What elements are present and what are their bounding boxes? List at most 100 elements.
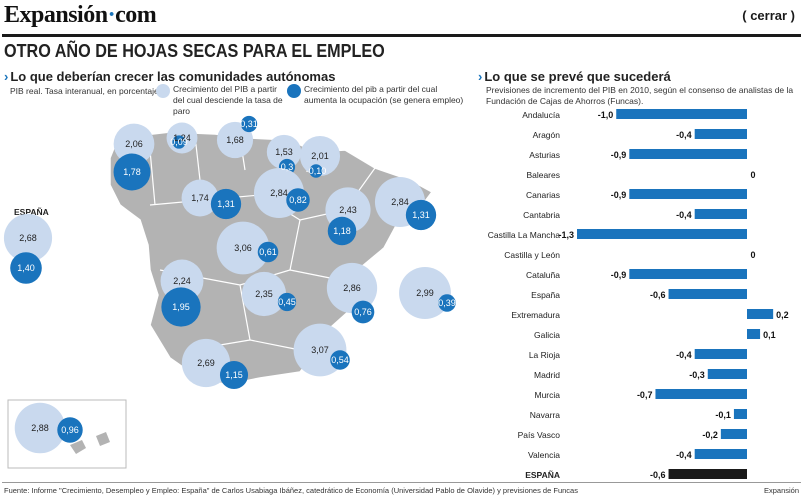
- forecast-bar-chart: Andalucía -1,0 Aragón -0,4 Asturias -0,9 Balea…: [488, 109, 789, 480]
- bubble-light-label: 2,69: [197, 358, 215, 368]
- bubble-dark: [286, 188, 310, 212]
- bar-category-label: Navarra: [530, 410, 561, 420]
- bubble-dark: [405, 199, 437, 231]
- arrow-right-icon: ›: [4, 69, 9, 84]
- bar-category-label: Cantabria: [523, 210, 560, 220]
- bar: [747, 309, 774, 319]
- legend-dark-label: Crecimiento del pib a partir del cual au…: [304, 84, 464, 105]
- bubble-dark-label: 0,09: [170, 137, 188, 147]
- bar: [655, 389, 747, 399]
- bubble-light-label: 2,88: [31, 423, 49, 433]
- bubble-light-label: 2,06: [125, 139, 143, 149]
- bar-value-label: 0: [750, 250, 755, 260]
- bubble-light: [299, 135, 341, 177]
- bubble-dark: [161, 287, 201, 327]
- bar-value-label: -0,1: [715, 410, 731, 420]
- bubble-dark: [240, 115, 258, 133]
- bar-category-label: España: [531, 290, 560, 300]
- bubble-dark-label: -0,10: [306, 166, 327, 176]
- bar: [629, 149, 747, 159]
- bubble-light-label: 2,84: [391, 197, 409, 207]
- bar-category-label: Castilla La Mancha: [488, 230, 561, 240]
- bubble-dark: [57, 417, 83, 443]
- bubble-dark-label: 1,31: [217, 199, 235, 209]
- bar-value-label: -0,9: [611, 150, 627, 160]
- expansion-logo[interactable]: Expansión·com: [4, 2, 157, 28]
- bubble-light-label: 2,84: [270, 188, 288, 198]
- right-section-title: › Lo que se prevé que sucederá: [478, 69, 671, 84]
- bubble-light-label: 2,43: [339, 205, 357, 215]
- bar-value-label: -0,4: [676, 450, 692, 460]
- close-button[interactable]: ( cerrar ): [742, 8, 795, 23]
- bar-value-label: -0,4: [676, 130, 692, 140]
- bar-category-label: Murcia: [534, 390, 560, 400]
- bubble-dark: [172, 135, 186, 149]
- bar-category-label: La Rioja: [529, 350, 560, 360]
- bar: [720, 429, 747, 439]
- bubble-dark-label: 0,3: [281, 162, 294, 172]
- bar-value-label: -1,3: [558, 230, 574, 240]
- bar: [668, 469, 747, 479]
- bubble-dark-label: 0,96: [61, 425, 79, 435]
- bar-category-label: Canarias: [526, 190, 560, 200]
- right-section-subtitle: Previsiones de incremento del PIB en 201…: [486, 85, 794, 106]
- bubble-dark: [10, 252, 42, 284]
- espana-label: ESPAÑA: [14, 207, 49, 217]
- bubble-light: [181, 179, 219, 217]
- bubble-light: [3, 213, 53, 263]
- bar: [694, 129, 747, 139]
- arrow-right-icon: ›: [478, 69, 483, 84]
- bubble-light-label: 1,74: [191, 193, 209, 203]
- bar-category-label: Extremadura: [511, 310, 560, 320]
- footer-divider: [2, 482, 801, 483]
- bar-value-label: -0,3: [689, 370, 705, 380]
- bar-category-label: Cataluña: [526, 270, 560, 280]
- bubble-light: [216, 121, 254, 159]
- logo-main: Expansión: [4, 2, 108, 28]
- bubble-dark: [113, 153, 151, 191]
- bubble-light: [241, 271, 287, 317]
- bubble-dark-label: 0,45: [278, 297, 296, 307]
- page-title: OTRO AÑO DE HOJAS SECAS PARA EL EMPLEO: [4, 41, 385, 61]
- bubble-light-label: 2,35: [255, 289, 273, 299]
- bar-category-label: ESPAÑA: [525, 470, 560, 480]
- bar-value-label: 0,2: [776, 310, 789, 320]
- bar: [616, 109, 747, 119]
- bubble-dark-label: 0,39: [438, 298, 456, 308]
- bubble-light-label: 1,24: [173, 133, 191, 143]
- bar: [629, 269, 747, 279]
- legend-dark-swatch: [287, 84, 301, 98]
- bubble-dark: [257, 241, 279, 263]
- bar-value-label: -0,4: [676, 350, 692, 360]
- bar-category-label: Andalucía: [522, 110, 560, 120]
- bubble-dark-label: 1,40: [17, 263, 35, 273]
- bubble-light-label: 1,53: [275, 147, 293, 157]
- bar-category-label: Aragón: [533, 130, 561, 140]
- bubble-light-label: 2,99: [416, 288, 434, 298]
- bubble-light: [399, 267, 451, 319]
- bar-category-label: País Vasco: [518, 430, 561, 440]
- bar-value-label: -0,9: [611, 190, 627, 200]
- bubble-light: [216, 221, 270, 275]
- bar-category-label: Castilla y León: [504, 250, 560, 260]
- bar-category-label: Madrid: [534, 370, 560, 380]
- bar: [707, 369, 747, 379]
- bubble-light-label: 2,24: [173, 276, 191, 286]
- bubble-light: [266, 134, 302, 170]
- bubble-dark: [277, 292, 297, 312]
- bar: [668, 289, 747, 299]
- legend-light-swatch: [156, 84, 170, 98]
- bubble-dark-label: 0,61: [259, 247, 277, 257]
- legend-light-label: Crecimiento del PIB a partir del cual de…: [173, 84, 283, 116]
- bar-category-label: Baleares: [526, 170, 560, 180]
- bar-value-label: 0: [750, 170, 755, 180]
- bubble-dark: [210, 188, 242, 220]
- bubble-dark: [351, 300, 375, 324]
- bubble-light-label: 2,86: [343, 283, 361, 293]
- bubble-dark: [438, 294, 456, 312]
- bubble-light: [326, 262, 378, 314]
- bubble-light-label: 3,06: [234, 243, 252, 253]
- bubble-light-label: 1,68: [226, 135, 244, 145]
- map-land-canarias: [40, 432, 110, 454]
- map-canarias-inset: [7, 399, 127, 469]
